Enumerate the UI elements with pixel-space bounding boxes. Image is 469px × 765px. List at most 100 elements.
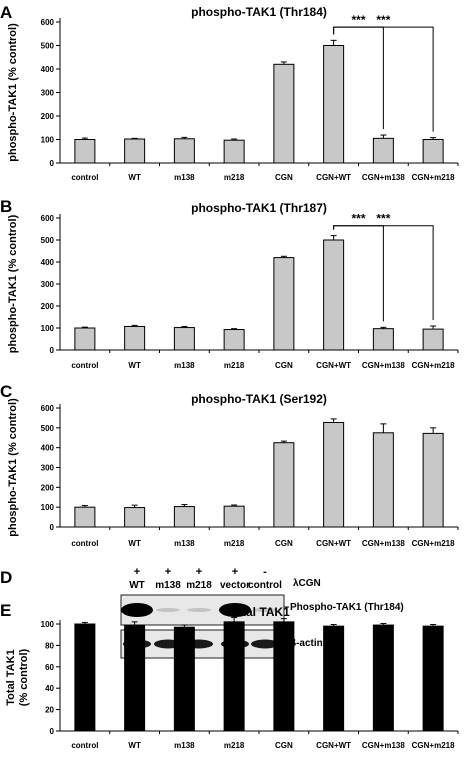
category-label: WT	[128, 539, 141, 548]
y-tick-label: 500	[41, 424, 55, 433]
y-tick-label: 100	[41, 620, 55, 629]
bar	[173, 138, 195, 164]
y-axis-label: phospho-TAK1 (% control)	[7, 214, 19, 353]
lane-sign: +	[165, 566, 171, 578]
y-tick-label: 100	[41, 503, 55, 512]
y-tick-label: 0	[50, 159, 55, 168]
category-label: m138	[174, 173, 195, 182]
actin-band	[251, 639, 279, 649]
bar	[422, 625, 444, 732]
y-tick-label: 400	[41, 258, 55, 267]
y-tick-label: 100	[41, 324, 55, 333]
category-label: m218	[224, 741, 245, 750]
y-tick-label: 300	[41, 464, 55, 473]
y-tick-label: 100	[41, 136, 55, 145]
y-tick-label: 500	[41, 236, 55, 245]
category-label: CGN+m218	[412, 361, 455, 370]
y-axis-label-unit: (% control)	[18, 648, 30, 706]
panel-letter: A	[0, 3, 12, 22]
chart-title: phospho-TAK1 (Ser192)	[191, 392, 327, 406]
y-tick-label: 60	[45, 663, 54, 672]
category-label: control	[71, 539, 98, 548]
panel-letter: B	[0, 197, 12, 216]
bar	[124, 138, 146, 164]
category-label: m138	[174, 361, 195, 370]
bar	[173, 506, 195, 528]
category-label: control	[71, 741, 98, 750]
bar	[372, 328, 394, 351]
bar	[323, 421, 345, 528]
lane-label: WT	[129, 580, 145, 591]
y-tick-label: 600	[41, 404, 55, 413]
category-label: WT	[128, 361, 141, 370]
category-label: CGN+WT	[316, 539, 351, 548]
bar	[422, 432, 444, 528]
y-tick-label: 200	[41, 302, 55, 311]
bar	[124, 624, 146, 732]
y-axis-label: Total TAK1	[5, 649, 17, 705]
bar	[273, 621, 295, 732]
category-label: CGN	[275, 173, 293, 182]
panel-letter: C	[0, 382, 12, 401]
bar	[74, 139, 96, 164]
y-tick-label: 400	[41, 444, 55, 453]
lane-sign: -	[263, 566, 267, 578]
category-label: CGN	[275, 741, 293, 750]
category-label: CGN+m218	[412, 741, 455, 750]
y-tick-label: 0	[50, 523, 55, 532]
lane-label: m218	[186, 580, 212, 591]
phospho-band	[253, 608, 277, 612]
bar	[223, 621, 245, 732]
phospho-band	[219, 603, 251, 617]
chart-title: phospho-TAK1 (Thr187)	[191, 201, 327, 215]
bar	[323, 239, 345, 351]
panel-letter: E	[0, 601, 11, 620]
bar	[422, 328, 444, 351]
y-tick-label: 80	[45, 641, 54, 650]
y-tick-label: 400	[41, 65, 55, 74]
y-tick-label: 40	[45, 684, 54, 693]
lane-sign: +	[232, 566, 238, 578]
band-label-actin: β-actin	[290, 638, 323, 649]
category-label: m218	[224, 173, 245, 182]
category-label: control	[71, 361, 98, 370]
lane-sign: +	[196, 566, 202, 578]
y-tick-label: 200	[41, 483, 55, 492]
category-label: m138	[174, 539, 195, 548]
bar	[74, 623, 96, 732]
bar	[372, 137, 394, 164]
y-tick-label: 600	[41, 214, 55, 223]
category-label: CGN+m218	[412, 539, 455, 548]
band-label-phospho: Phospho-TAK1 (Thr184)	[290, 602, 404, 613]
significance-label: ***	[376, 13, 390, 27]
bar	[173, 626, 195, 732]
category-label: CGN+m138	[362, 539, 405, 548]
category-label: m138	[174, 741, 195, 750]
bar	[223, 329, 245, 351]
bar	[273, 442, 295, 528]
bar	[173, 327, 195, 351]
y-tick-label: 0	[50, 346, 55, 355]
bar	[372, 432, 394, 528]
phospho-band	[187, 608, 211, 612]
western-blot-panel-d: D + + + + - WT m138 m218 vector control λCGN Pho…	[0, 555, 469, 680]
lane-sign: +	[134, 566, 140, 578]
lane-label: vector	[220, 580, 250, 591]
lambda-cgn-label: λCGN	[293, 578, 321, 589]
chart-title: phospho-TAK1 (Thr184)	[191, 5, 327, 19]
y-tick-label: 600	[41, 18, 55, 27]
bar	[323, 45, 345, 164]
category-label: CGN	[275, 361, 293, 370]
category-label: CGN	[275, 539, 293, 548]
lane-label: control	[248, 580, 282, 591]
category-label: control	[71, 173, 98, 182]
chart-panel-e: E Total TAK1 Total TAK1 (% control) 0 20 40 60 8…	[0, 600, 469, 765]
lane-label: m138	[155, 580, 181, 591]
bar	[422, 139, 444, 164]
chart-title: Total TAK1	[228, 605, 290, 619]
